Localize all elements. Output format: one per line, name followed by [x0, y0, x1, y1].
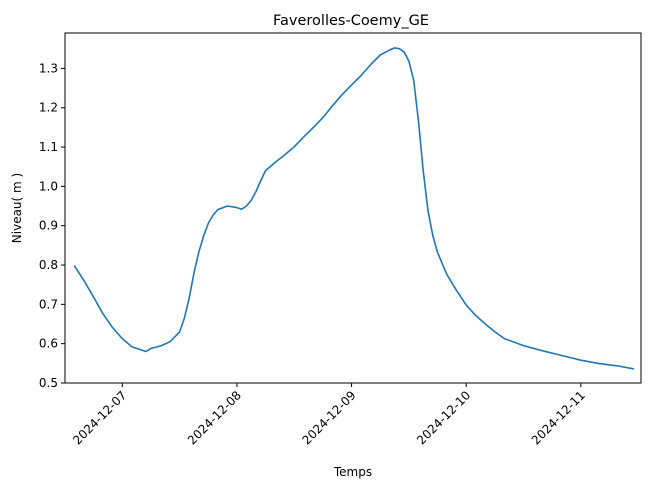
y-axis-label: Niveau( m ) [10, 173, 24, 243]
y-tick-label: 0.6 [39, 337, 58, 351]
x-tick-label: 2024-12-11 [529, 388, 588, 447]
y-tick-label: 1.3 [39, 61, 58, 75]
x-tick-label: 2024-12-08 [185, 388, 244, 447]
y-tick-label: 1.2 [39, 101, 58, 115]
chart-title: Faverolles-Coemy_GE [273, 13, 429, 29]
y-tick-label: 1.0 [39, 179, 58, 193]
series-line [73, 47, 635, 370]
x-tick-label: 2024-12-10 [414, 388, 473, 447]
x-tick-label: 2024-12-09 [299, 388, 358, 447]
plot-area-frame [64, 32, 642, 384]
x-axis: 2024-12-07 2024-12-08 2024-12-09 2024-12-10… [70, 383, 588, 447]
y-tick-label: 1.1 [39, 140, 58, 154]
x-axis-label: Temps [333, 465, 372, 479]
y-axis: 0.5 0.6 0.7 0.8 0.9 1.0 1.1 1.2 1.3 [39, 61, 65, 390]
y-tick-label: 0.9 [39, 219, 58, 233]
y-tick-label: 0.8 [39, 258, 58, 272]
y-tick-label: 0.7 [39, 297, 58, 311]
x-tick-label: 2024-12-07 [70, 388, 129, 447]
y-tick-label: 0.5 [39, 376, 58, 390]
